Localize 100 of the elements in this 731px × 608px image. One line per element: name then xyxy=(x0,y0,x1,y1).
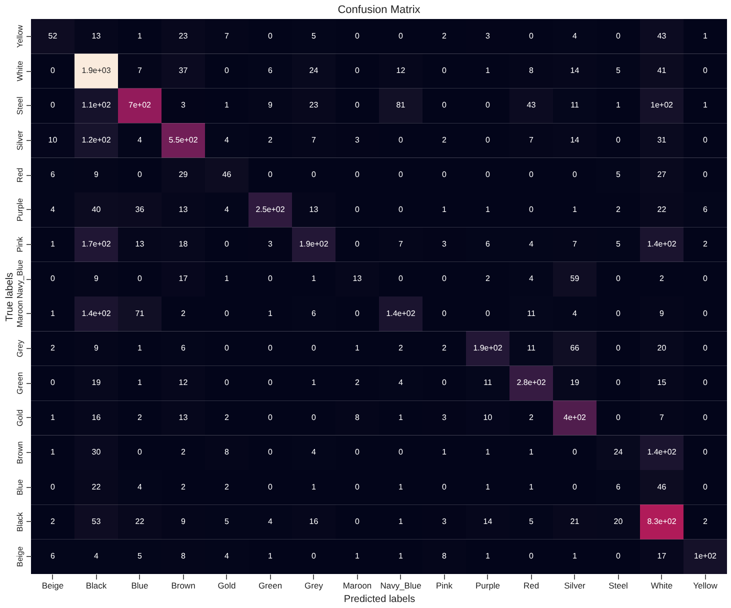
data-label: 4 xyxy=(312,448,317,457)
data-label: 1 xyxy=(312,274,317,284)
data-label: 2 xyxy=(442,31,448,40)
data-label: 2 xyxy=(616,204,622,214)
data-label: 46 xyxy=(222,170,232,180)
data-label: 0 xyxy=(312,552,317,561)
data-label: 0 xyxy=(529,204,534,214)
data-label: 0 xyxy=(616,378,622,388)
data-label: 0 xyxy=(442,378,448,388)
data-label: 2 xyxy=(268,135,274,144)
data-label: 0 xyxy=(398,448,404,457)
y-tick-label: Navy_Blue xyxy=(16,259,24,298)
data-label: 0 xyxy=(355,66,360,76)
data-label: 8 xyxy=(224,448,230,457)
data-label: 1 xyxy=(268,308,274,318)
data-label: 0 xyxy=(442,274,448,284)
data-label: 1.9e+02 xyxy=(299,239,329,248)
data-label: 0 xyxy=(442,66,448,76)
x-tick-label: Pink xyxy=(436,580,454,590)
data-label: 1 xyxy=(312,482,317,492)
data-label: 1 xyxy=(442,204,448,214)
y-tick-label: Yellow xyxy=(16,24,24,48)
data-label: 0 xyxy=(398,204,404,214)
data-label: 14 xyxy=(570,66,580,76)
data-label: 59 xyxy=(570,274,580,284)
data-label: 0 xyxy=(529,552,534,561)
data-label: 6 xyxy=(50,170,56,180)
data-label: 0 xyxy=(50,66,56,76)
x-tick-label: Blue xyxy=(131,580,149,590)
data-label: 0 xyxy=(355,516,360,526)
data-label: 0 xyxy=(616,344,622,353)
data-label: 14 xyxy=(570,135,580,144)
data-label: 6 xyxy=(616,482,622,492)
data-label: 0 xyxy=(616,552,622,561)
data-label: 19 xyxy=(92,378,102,388)
data-label: 1.1e+02 xyxy=(82,100,112,110)
data-label: 0 xyxy=(268,344,274,353)
data-label: 2 xyxy=(181,308,186,318)
data-label: 0 xyxy=(572,482,578,492)
data-label: 5 xyxy=(616,66,622,76)
data-label: 0 xyxy=(442,170,448,180)
data-label: 6 xyxy=(703,204,708,214)
data-label: 1.4e+02 xyxy=(82,308,112,318)
data-label: 11 xyxy=(570,100,580,110)
data-label: 5 xyxy=(616,170,622,180)
data-label: 1 xyxy=(50,448,56,457)
data-label: 0 xyxy=(442,482,448,492)
y-axis-title: True labels xyxy=(4,272,16,322)
data-label: 0 xyxy=(50,100,56,110)
data-label: 1 xyxy=(486,482,491,492)
data-label: 18 xyxy=(178,239,188,248)
data-label: 7 xyxy=(572,239,578,248)
y-tick-label: Black xyxy=(16,511,24,532)
y-tick-label: Beige xyxy=(16,546,24,567)
data-label: 1.9e+03 xyxy=(82,66,112,76)
data-label: 1 xyxy=(486,204,491,214)
data-label: 1 xyxy=(486,66,491,76)
y-tick-label: Brown xyxy=(16,441,24,464)
data-label: 0 xyxy=(703,66,708,76)
data-label: 1.2e+02 xyxy=(82,135,112,144)
data-label: 0 xyxy=(442,308,448,318)
data-label: 0 xyxy=(138,170,143,180)
x-tick-label: Navy_Blue xyxy=(380,580,422,590)
data-label: 4 xyxy=(224,204,230,214)
data-label: 1 xyxy=(50,412,56,422)
data-label: 22 xyxy=(657,204,667,214)
data-label: 1 xyxy=(529,482,534,492)
data-label: 0 xyxy=(355,170,360,180)
data-label: 17 xyxy=(657,552,667,561)
data-label: 4 xyxy=(94,552,100,561)
data-label: 40 xyxy=(92,204,102,214)
data-label: 1 xyxy=(398,412,404,422)
data-label: 8 xyxy=(529,66,534,76)
data-label: 0 xyxy=(50,378,56,388)
data-label: 1 xyxy=(529,448,534,457)
chart-title: Confusion Matrix xyxy=(338,4,421,16)
data-label: 15 xyxy=(657,378,667,388)
data-label: 13 xyxy=(178,412,188,422)
data-label: 8 xyxy=(181,552,186,561)
data-label: 4 xyxy=(398,378,404,388)
data-label: 2 xyxy=(703,239,708,248)
data-label: 37 xyxy=(178,66,188,76)
data-label: 10 xyxy=(483,412,493,422)
data-label: 2 xyxy=(181,482,186,492)
data-label: 1 xyxy=(138,378,143,388)
data-label: 0 xyxy=(312,412,317,422)
data-label: 0 xyxy=(703,378,708,388)
data-label: 2 xyxy=(442,135,448,144)
data-label: 8.3e+02 xyxy=(647,516,677,526)
data-label: 43 xyxy=(657,31,667,40)
y-tick-label: Silver xyxy=(16,130,24,150)
data-label: 1 xyxy=(355,552,360,561)
data-label: 8 xyxy=(355,412,360,422)
data-label: 30 xyxy=(92,448,102,457)
data-label: 1 xyxy=(50,308,56,318)
data-label: 81 xyxy=(396,100,406,110)
x-tick-label: Purple xyxy=(475,580,500,590)
data-label: 41 xyxy=(657,66,667,76)
data-label: 3 xyxy=(442,412,448,422)
x-tick-label: Green xyxy=(258,580,282,590)
